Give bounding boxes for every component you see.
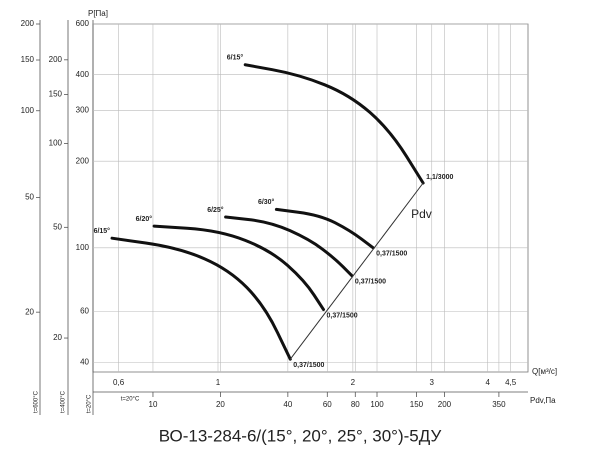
x-tick-label: 2 (351, 378, 356, 387)
curve-end-label: 0,37/1500 (355, 279, 386, 286)
y-tick-label: 50 (25, 193, 34, 202)
fan-curve (274, 207, 375, 250)
x2-tick-label: 40 (283, 400, 292, 409)
curve-label: 6/20° (136, 215, 153, 223)
curve-label: 6/25° (207, 206, 224, 214)
x2-tick-label: 60 (323, 400, 332, 409)
x2-tick-label: 150 (410, 400, 424, 409)
curve-label: 6/15° (227, 54, 244, 62)
temp-label: t=400°C (61, 390, 67, 413)
y-tick-label: 200 (49, 55, 63, 64)
chart-title: ВО-13-284-6/(15°, 20°, 25°, 30°)-5ДУ (159, 426, 442, 445)
curve-end-label: 0,37/1500 (293, 362, 324, 369)
y-tick-label: 400 (76, 70, 90, 79)
curve-label: 6/15° (94, 227, 111, 235)
y-tick-label: 60 (80, 307, 89, 316)
fan-curve (243, 63, 425, 185)
y-tick-label: 150 (21, 55, 35, 64)
x2-tick-label: 200 (438, 400, 452, 409)
curve-label: 6/30° (258, 198, 275, 206)
y-tick-label: 200 (76, 156, 90, 165)
x-tick-label: 4,5 (505, 378, 517, 387)
fan-curve (110, 236, 292, 361)
y-tick-label: 150 (49, 90, 63, 99)
temp-label: t=600°C (34, 390, 40, 413)
y-tick-label: 600 (76, 19, 90, 28)
pdv-line (289, 182, 424, 360)
x2-tick-label: 80 (351, 400, 360, 409)
x-axis-label: Q[м³/с] (532, 367, 557, 376)
temp-label: t=20°C (121, 397, 140, 403)
y-tick-label: 100 (49, 139, 63, 148)
fan-curve (224, 215, 354, 278)
x2-tick-label: 20 (216, 400, 225, 409)
fan-curve (152, 224, 326, 312)
y-tick-label: 20 (53, 333, 62, 342)
y-tick-label: 20 (25, 307, 34, 316)
y-tick-label: 40 (80, 357, 89, 366)
x-tick-label: 0,6 (113, 378, 125, 387)
y-tick-label: 300 (76, 106, 90, 115)
curve-end-label: 1,1/3000 (426, 174, 453, 181)
x2-tick-label: 10 (149, 400, 158, 409)
x2-tick-label: 350 (492, 400, 506, 409)
y-tick-label: 50 (53, 222, 62, 231)
x-tick-label: 1 (216, 378, 221, 387)
temp-label: t=20°C (87, 394, 93, 413)
y-tick-label: 100 (21, 106, 35, 115)
pdv-label: Pdv (411, 207, 432, 221)
x2-tick-label: 100 (370, 400, 384, 409)
x-tick-label: 4 (485, 378, 490, 387)
y-axis-label: P[Па] (88, 9, 108, 18)
x2-axis-label: Pdv,Па (530, 396, 556, 405)
x-tick-label: 3 (430, 378, 435, 387)
curve-end-label: 0,37/1500 (327, 312, 358, 319)
y-tick-label: 200 (21, 19, 35, 28)
curve-end-label: 0,37/1500 (376, 251, 407, 258)
y-tick-label: 100 (76, 243, 90, 252)
